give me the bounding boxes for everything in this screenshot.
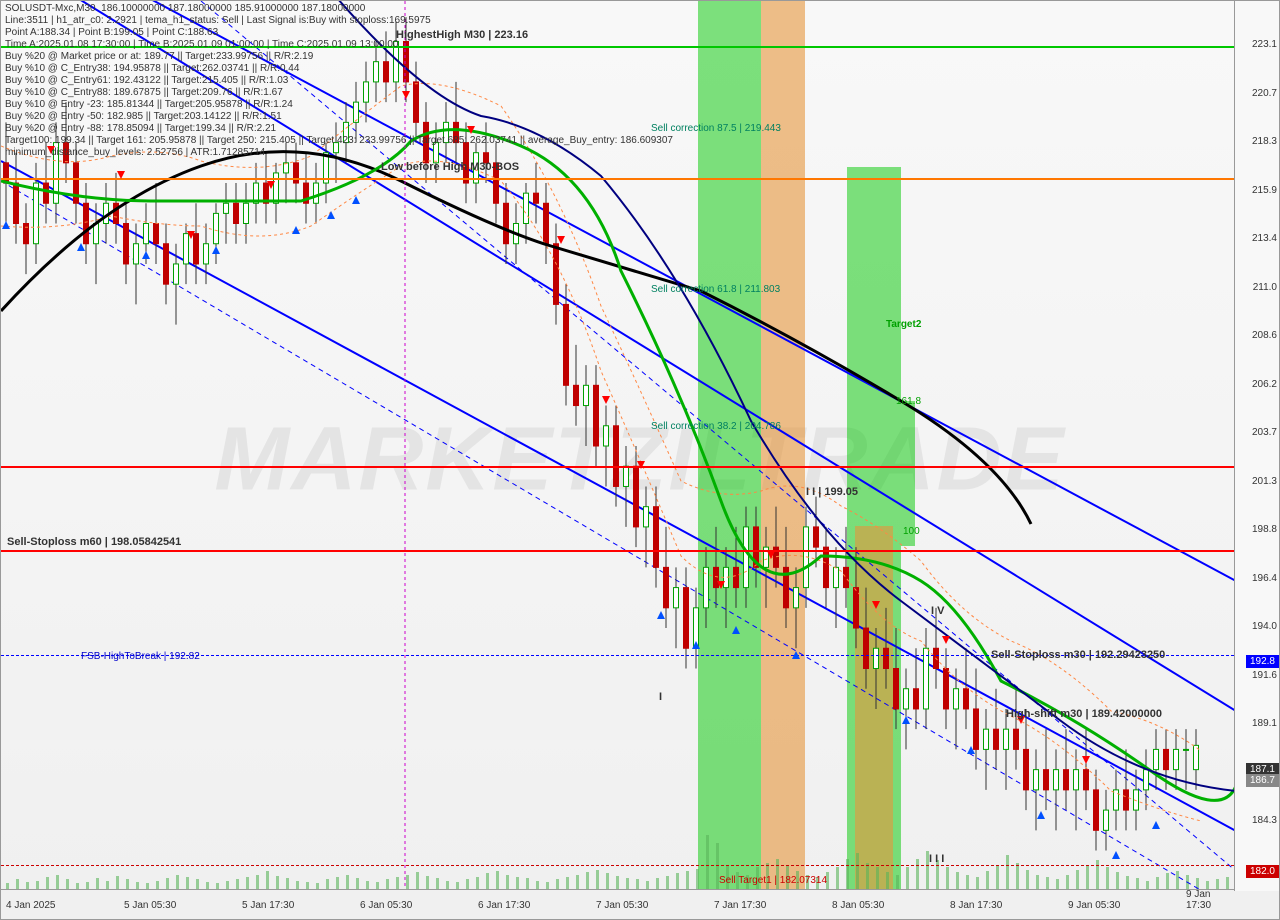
label-high-shift: High-shift m30 | 189.42000000: [1006, 708, 1162, 720]
watermark: MARKETZILTRADE: [214, 409, 1065, 512]
info-line-5: Buy %20 @ Market price or at: 189.77 || …: [5, 51, 673, 63]
label-fib-100: 100: [903, 526, 920, 537]
label-wave-iii: I I I: [929, 853, 944, 865]
price-scale[interactable]: 223.1220.7218.3215.9213.4211.0208.6206.2…: [1234, 1, 1279, 891]
label-low-before-high: Low before High M30-BOS: [381, 161, 519, 173]
label-fsb: FSB-HighToBreak | 192.82: [81, 651, 200, 662]
info-line-6: Buy %10 @ C_Entry38: 194.95878 || Target…: [5, 63, 673, 75]
label-fib-1618: 161.8: [896, 396, 921, 407]
chart-container[interactable]: MARKETZILTRADE HighestHigh M30 | 223.16 …: [0, 0, 1280, 920]
info-line-7: Buy %10 @ C_Entry61: 192.43122 || Target…: [5, 75, 673, 87]
label-sell-stop-m60: Sell-Stoploss m60 | 198.05842541: [7, 536, 181, 548]
info-line-10: Buy %20 @ Entry -50: 182.985 || Target:2…: [5, 111, 673, 123]
line-red-2: [1, 550, 1234, 552]
label-target2: Target2: [886, 319, 921, 330]
line-low-before-high: [1, 178, 1234, 180]
info-panel: SOLUSDT-Mxc,M30 186.10000000 187.1800000…: [5, 3, 673, 159]
label-wave-ii: I I | 199.05: [806, 486, 858, 498]
info-line-12: Target100: 199.34 || Target 161: 205.958…: [5, 135, 673, 147]
label-wave-i: I: [659, 691, 662, 703]
info-line-11: Buy %20 @ Entry -88: 178.85094 || Target…: [5, 123, 673, 135]
label-wave-iv: I V: [931, 605, 944, 617]
label-sell-corr-618: Sell correction 61.8 | 211.803: [651, 284, 780, 295]
info-line-2: Line:3511 | h1_atr_c0: 2.2921 | tema_h1_…: [5, 15, 673, 27]
info-line-4: Time A:2025.01.08 17:30:00 | Time B:2025…: [5, 39, 673, 51]
ohlc-text: 186.10000000 187.18000000 185.91000000 1…: [101, 3, 365, 14]
symbol-text: SOLUSDT-Mxc,M30: [5, 3, 96, 14]
label-sell-corr-382: Sell correction 38.2 | 204.786: [651, 421, 781, 432]
info-line-9: Buy %10 @ Entry -23: 185.81344 || Target…: [5, 99, 673, 111]
label-sell-stop-m30: Sell-Stoploss m30 | 192.29423250: [991, 649, 1165, 661]
info-line-13: minimum_distance_buy_levels: 2.52756 | A…: [5, 147, 673, 159]
time-scale[interactable]: 4 Jan 20255 Jan 05:305 Jan 17:306 Jan 05…: [1, 889, 1234, 919]
info-line-3: Point A:188.34 | Point B:199.05 | Point …: [5, 27, 673, 39]
label-sell-target1: Sell Target1 | 182.07314: [719, 875, 827, 886]
line-sell-target: [1, 865, 1234, 866]
line-red-1: [1, 466, 1234, 468]
info-line-8: Buy %10 @ C_Entry88: 189.67875 || Target…: [5, 87, 673, 99]
